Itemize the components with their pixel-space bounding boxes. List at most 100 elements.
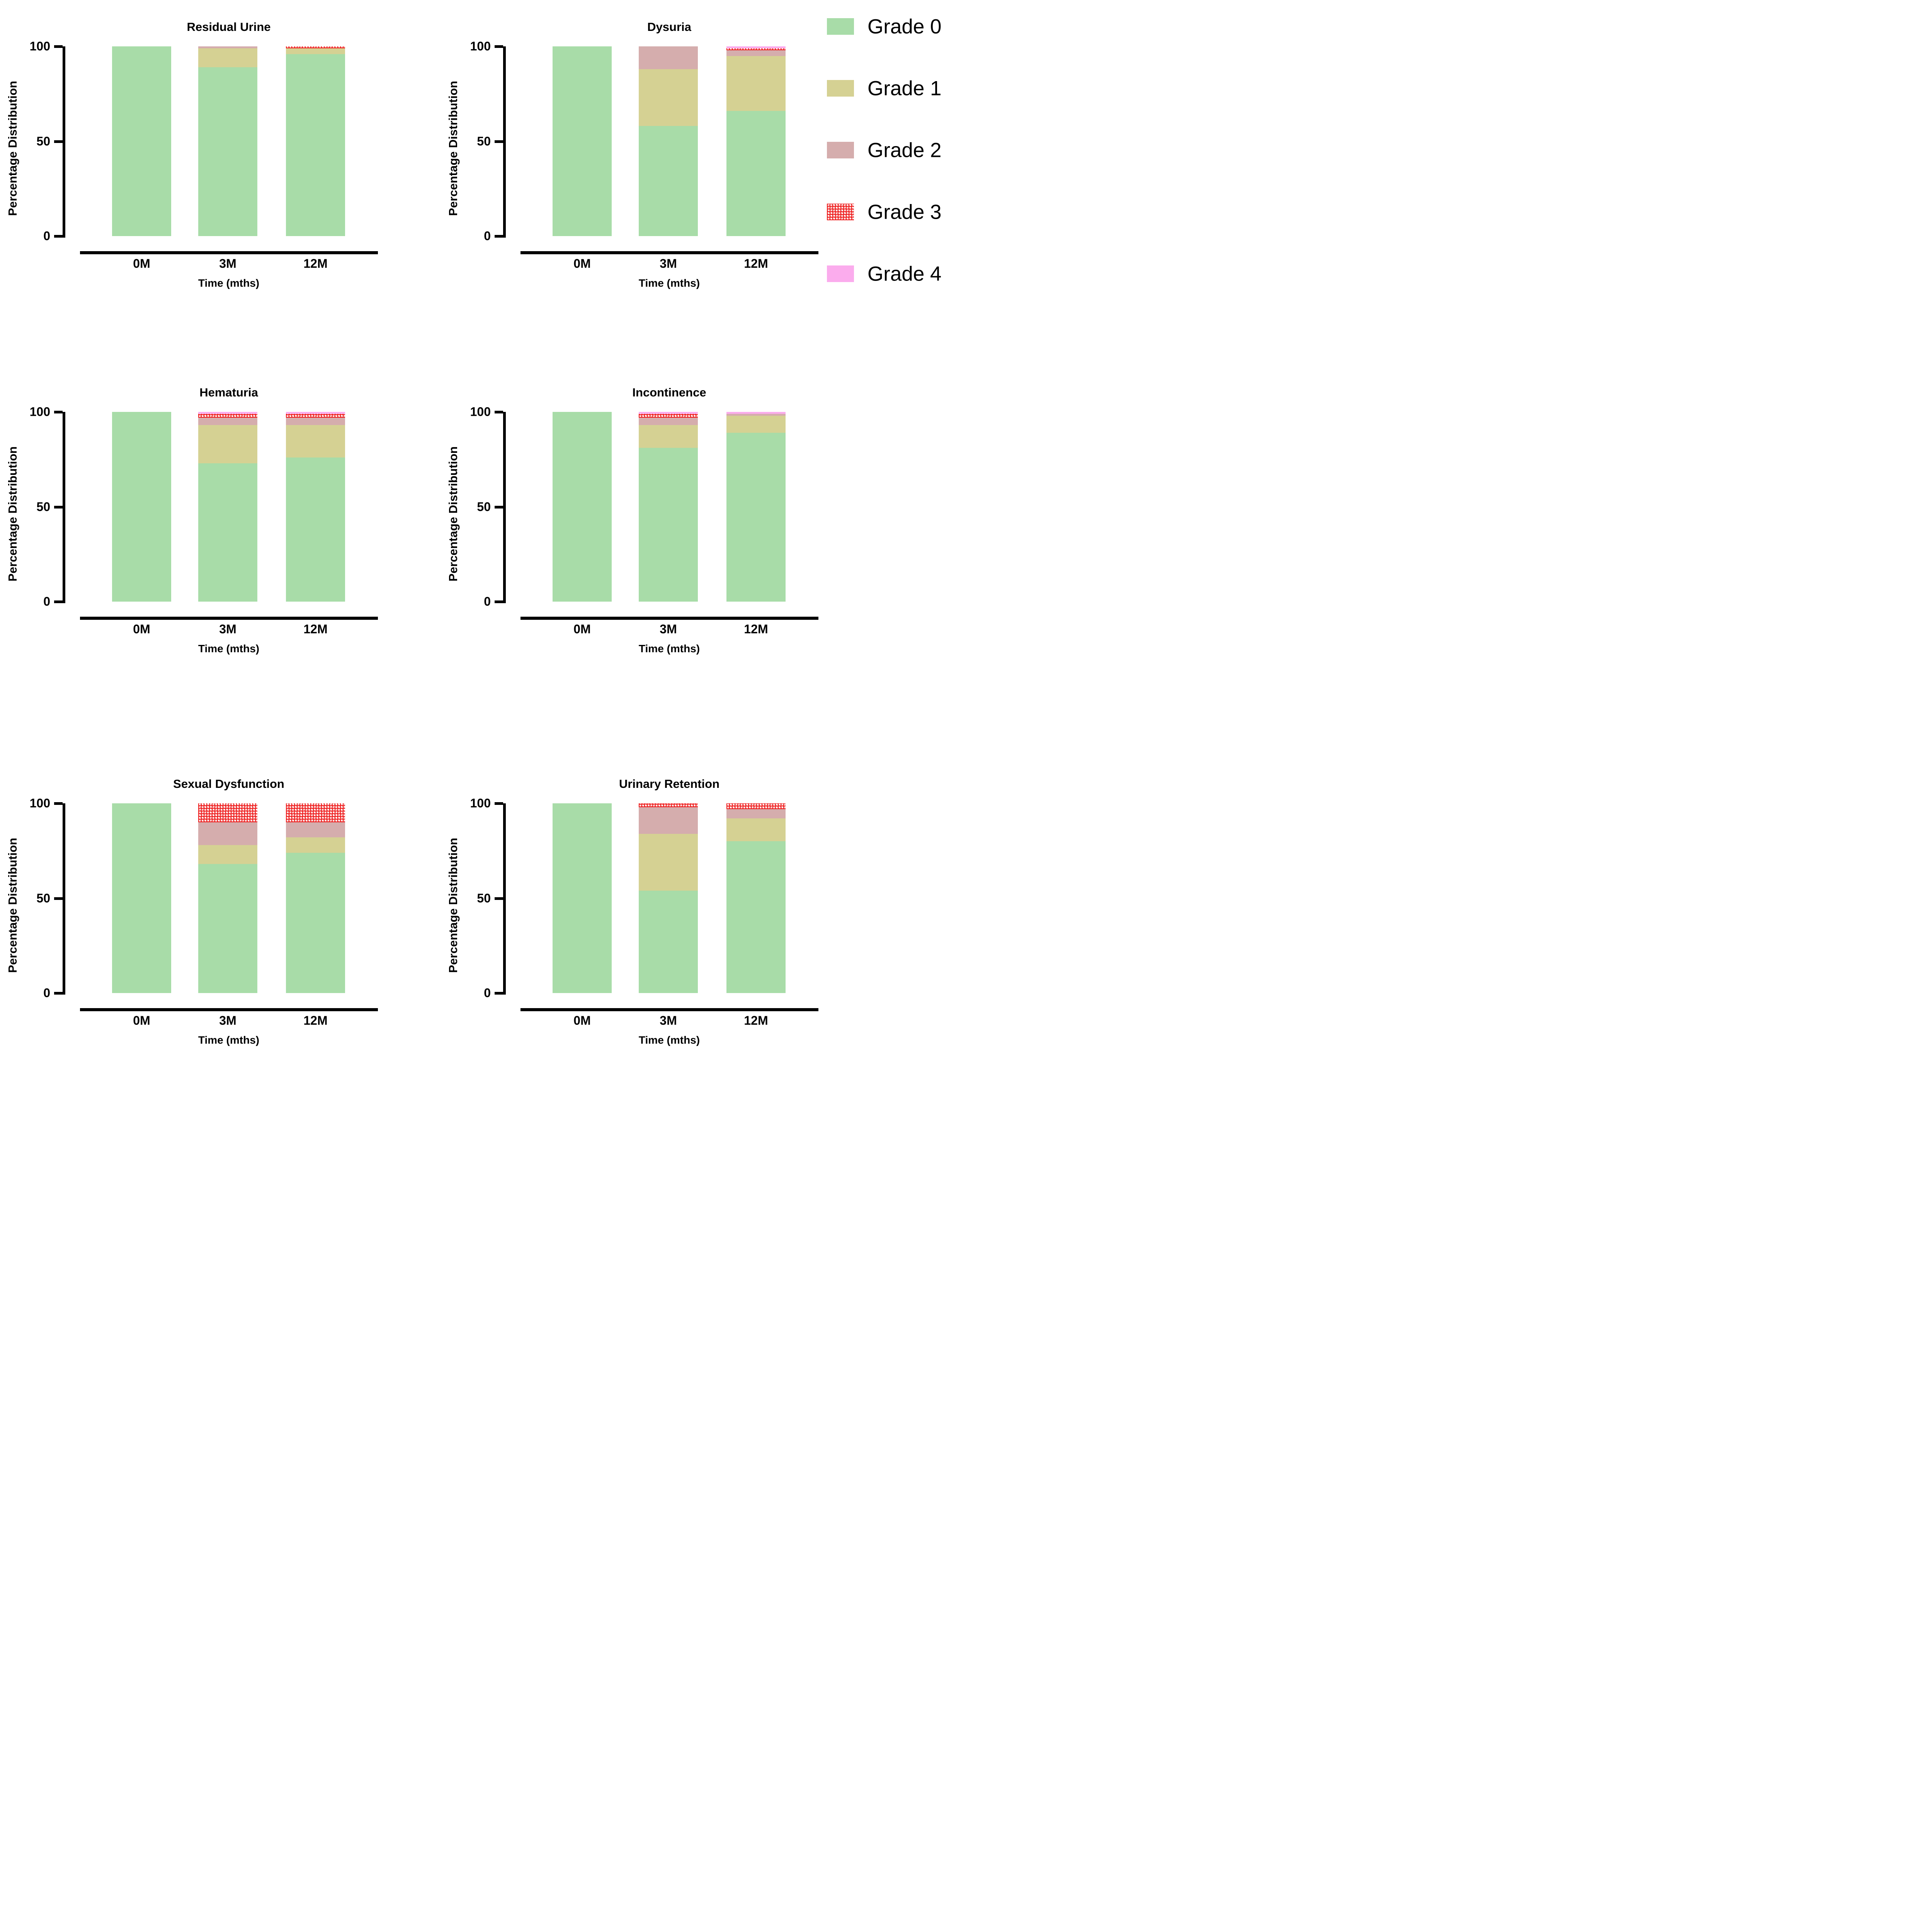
segment-grade-0 (726, 841, 786, 993)
segment-grade-0 (553, 803, 612, 993)
y-tick-mark (495, 235, 503, 238)
x-tick-label-3m: 3M (219, 622, 236, 636)
y-axis-title: Percentage Distribution (6, 446, 19, 582)
bar-3m (639, 46, 698, 236)
segment-grade-2 (198, 822, 257, 845)
y-tick-mark (495, 992, 503, 995)
legend-item-grade-3: Grade 3 (827, 201, 952, 223)
bar-3m (198, 412, 257, 602)
x-tick-label-3m: 3M (660, 257, 677, 270)
segment-grade-1 (198, 425, 257, 463)
y-tick-label: 50 (36, 891, 50, 905)
segment-grade-3 (286, 803, 345, 823)
y-axis-title: Percentage Distribution (6, 837, 19, 973)
x-axis-line (80, 617, 378, 620)
segment-grade-2 (726, 50, 786, 56)
segment-grade-3 (639, 413, 698, 418)
y-axis-line (63, 803, 65, 995)
x-axis-line (80, 251, 378, 254)
y-tick-label: 0 (43, 986, 50, 1000)
x-tick-label-3m: 3M (660, 622, 677, 636)
legend-item-grade-1: Grade 1 (827, 77, 952, 100)
chart-title: Hematuria (199, 386, 258, 399)
y-axis-line (503, 412, 506, 603)
y-tick-label: 50 (36, 134, 50, 148)
segment-grade-1 (726, 415, 786, 433)
y-tick-label: 0 (43, 594, 50, 609)
legend-swatch-grade-1 (827, 80, 854, 97)
y-tick-mark (54, 140, 63, 143)
bar-0m (553, 803, 612, 993)
legend-swatch-grade-0 (827, 18, 854, 35)
segment-grade-0 (112, 46, 171, 236)
y-tick-mark (54, 505, 63, 509)
legend-swatch-grade-4 (827, 265, 854, 282)
y-axis-line (503, 46, 506, 238)
segment-grade-2 (726, 413, 786, 416)
x-tick-label-0m: 0M (573, 1014, 591, 1027)
x-axis-line (520, 251, 818, 254)
x-tick-label-12m: 12M (303, 622, 328, 636)
bar-0m (112, 46, 171, 236)
y-axis-line (503, 803, 506, 995)
bar-12m (726, 803, 786, 993)
y-tick-mark (54, 45, 63, 48)
x-axis-line (520, 617, 818, 620)
segment-grade-0 (726, 111, 786, 236)
y-tick-label: 100 (29, 39, 50, 53)
bar-12m (726, 46, 786, 236)
segment-grade-3 (286, 46, 345, 48)
segment-grade-3 (639, 803, 698, 807)
bar-12m (286, 803, 345, 993)
y-tick-mark (495, 802, 503, 805)
x-tick-label-12m: 12M (744, 622, 768, 636)
y-tick-mark (495, 505, 503, 509)
x-axis-line (80, 1008, 378, 1011)
segment-grade-0 (112, 803, 171, 993)
segment-grade-2 (639, 807, 698, 834)
segment-grade-1 (726, 818, 786, 842)
y-tick-label: 50 (36, 500, 50, 514)
legend-label: Grade 4 (867, 262, 942, 285)
segment-grade-4 (639, 412, 698, 414)
y-tick-label: 50 (477, 500, 491, 514)
x-tick-label-0m: 0M (573, 622, 591, 636)
segment-grade-0 (286, 54, 345, 236)
segment-grade-0 (112, 412, 171, 602)
segment-grade-1 (639, 69, 698, 126)
y-tick-label: 0 (484, 594, 491, 609)
y-tick-label: 0 (43, 229, 50, 243)
segment-grade-3 (198, 413, 257, 418)
segment-grade-0 (639, 126, 698, 236)
x-tick-label-3m: 3M (219, 1014, 236, 1027)
y-tick-mark (495, 600, 503, 603)
x-axis-title: Time (mths) (638, 1034, 700, 1046)
chart-title: Urinary Retention (619, 777, 720, 791)
x-tick-label-12m: 12M (744, 257, 768, 270)
y-tick-mark (54, 411, 63, 413)
y-axis-title: Percentage Distribution (446, 446, 460, 582)
legend-label: Grade 0 (867, 15, 942, 38)
legend-label: Grade 2 (867, 139, 942, 162)
y-axis-line (63, 46, 65, 238)
segment-grade-1 (726, 56, 786, 111)
segment-grade-0 (639, 448, 698, 602)
bar-3m (639, 412, 698, 602)
segment-grade-1 (198, 48, 257, 68)
segment-grade-3 (726, 48, 786, 50)
x-tick-label-0m: 0M (133, 1014, 150, 1027)
segment-grade-1 (286, 837, 345, 853)
x-tick-label-3m: 3M (660, 1014, 677, 1027)
bar-3m (198, 803, 257, 993)
segment-grade-4 (286, 412, 345, 414)
bar-3m (639, 803, 698, 993)
y-axis-title: Percentage Distribution (446, 837, 460, 973)
bar-0m (553, 412, 612, 602)
y-tick-mark (495, 140, 503, 143)
chart-title: Dysuria (647, 20, 691, 34)
segment-grade-1 (639, 425, 698, 448)
segment-grade-4 (726, 46, 786, 48)
segment-grade-1 (198, 845, 257, 864)
bar-0m (112, 412, 171, 602)
y-tick-mark (54, 992, 63, 995)
